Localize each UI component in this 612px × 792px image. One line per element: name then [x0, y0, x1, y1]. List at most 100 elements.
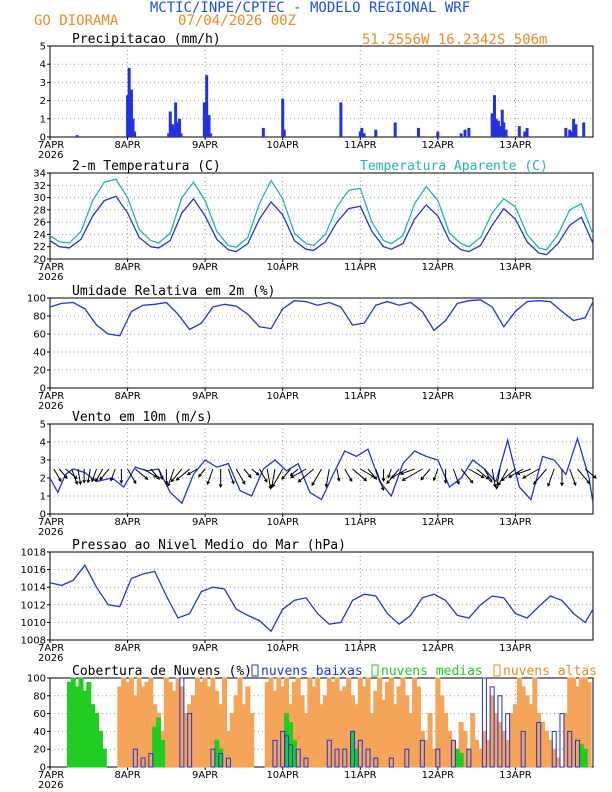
wind-vector-head	[255, 471, 260, 476]
wind-vector-head	[86, 479, 91, 484]
cloud-bar-nuvens-baixas	[551, 730, 557, 768]
precip-bar	[205, 75, 209, 137]
wind-vector-head	[186, 471, 191, 476]
y-tick-label: 4	[40, 438, 46, 449]
precip-bar	[393, 122, 397, 137]
cloud-bar-nuvens-medias	[458, 753, 464, 768]
x-tick-label: 7APR	[38, 643, 64, 654]
wind-vector-head	[159, 476, 164, 481]
x-tick-label: 12APR	[422, 262, 455, 273]
wind-vector	[533, 468, 547, 485]
wind-vector	[158, 468, 163, 480]
cloud-bar-nuvens-altas	[415, 686, 421, 768]
wind-vector	[476, 468, 489, 480]
y-tick-label: 40	[33, 348, 46, 359]
x-axis-year: 2026	[38, 401, 63, 412]
series-line-2	[49, 178, 594, 251]
x-axis-year: 2026	[38, 527, 63, 538]
cloud-bar-nuvens-baixas	[404, 748, 410, 768]
x-axis-year: 2026	[38, 653, 63, 664]
wind-vector	[547, 468, 555, 487]
x-axis-year: 2026	[38, 780, 63, 791]
precip-bar	[374, 129, 378, 137]
header-title: MCTIC/INPE/CPTEC - MODELO REGIONAL WRF	[150, 0, 470, 16]
wind-vector	[135, 468, 148, 480]
wind-vector-head	[290, 474, 295, 479]
x-axis-year: 2026	[38, 150, 63, 161]
series-line-1	[49, 564, 594, 633]
precip-bar	[463, 129, 467, 137]
wind-vector	[206, 468, 214, 485]
panel-6: 0 20 40 60 80 100 7APR 8APR 9APR 10APR 11APR 12APR 1…	[27, 664, 597, 791]
wind-vector	[110, 468, 116, 481]
wind-vector	[352, 468, 367, 481]
wind-vector-head	[500, 477, 505, 482]
x-tick-label: 12APR	[422, 643, 455, 654]
precip-bar	[496, 120, 500, 137]
cloud-bar-nuvens-baixas	[365, 748, 371, 768]
wind-vector-head	[381, 478, 386, 483]
wind-vector-head	[206, 480, 211, 486]
y-tick-label: 1018	[21, 548, 46, 559]
x-tick-label: 7APR	[38, 391, 64, 402]
wind-vector-head	[324, 483, 329, 488]
wind-vector	[491, 468, 496, 487]
cloud-bar-nuvens-baixas	[520, 730, 526, 768]
wind-vector	[235, 468, 246, 485]
wind-vector-head	[363, 477, 368, 482]
plot-frame	[49, 551, 594, 641]
wind-vector	[127, 468, 137, 484]
wind-vector-head	[132, 480, 137, 485]
wind-vector-head	[443, 480, 448, 485]
panel-1: 0 1 2 3 4 5 7APR 8APR 9APR 10APR 11APR 12APR 13APR 20…	[38, 32, 594, 161]
cloud-bar-nuvens-baixas	[218, 753, 224, 768]
wind-vector-head	[432, 477, 437, 482]
precip-bar	[174, 102, 178, 137]
y-tick-label: 32	[33, 181, 46, 192]
cloud-bar-nuvens-baixas	[466, 748, 472, 768]
y-tick-label: 2	[40, 474, 46, 485]
x-tick-label: 11APR	[344, 643, 377, 654]
cloud-bar-nuvens-baixas	[350, 730, 356, 768]
wind-vector-head	[387, 474, 391, 479]
wind-vector	[344, 468, 353, 482]
wind-vector	[336, 468, 340, 481]
x-tick-label: 12APR	[422, 391, 455, 402]
wind-vector	[243, 468, 252, 478]
x-tick-label: 11APR	[344, 262, 377, 273]
wind-vector-head	[516, 471, 521, 476]
x-tick-label: 13APR	[499, 262, 532, 273]
precip-bar	[178, 118, 182, 137]
x-tick-label: 8APR	[114, 770, 140, 781]
wind-vector	[577, 468, 590, 484]
panel-title: Cobertura de Nuvens (%)	[72, 664, 252, 679]
header-coords: 51.2556W 16.2342S 506m	[362, 32, 547, 48]
wind-vector-head	[241, 480, 246, 485]
wind-vector	[227, 468, 235, 484]
precip-bar	[168, 111, 172, 137]
legend-swatch	[251, 664, 259, 677]
wind-vector-head	[109, 477, 114, 482]
cloud-bar-nuvens-altas	[586, 681, 592, 768]
legend-label: nuvens baixas	[261, 664, 363, 679]
cloud-bar-nuvens-baixas	[489, 686, 495, 768]
precip-bar	[416, 127, 420, 137]
legend-label: nuvens medias	[381, 664, 483, 679]
plot-frame	[49, 45, 594, 138]
wind-vector-head	[271, 483, 276, 488]
precip-bar	[176, 122, 180, 137]
wind-vector-head	[218, 484, 223, 489]
precip-bar	[500, 109, 504, 137]
x-tick-label: 8APR	[114, 262, 140, 273]
y-tick-label: 60	[33, 330, 46, 341]
wind-vector-head	[74, 480, 79, 486]
wind-vector	[508, 468, 524, 478]
wind-vector-head	[336, 477, 341, 482]
series-line-1	[49, 195, 594, 256]
y-tick-label: 2	[40, 96, 46, 107]
wind-vector	[390, 468, 408, 479]
precip-bar	[133, 131, 137, 137]
panel-4: 0 1 2 3 4 5 7APR 8APR 9APR 10APR 11APR 12APR 13APR 20…	[38, 410, 597, 538]
x-tick-label: 12APR	[422, 770, 455, 781]
